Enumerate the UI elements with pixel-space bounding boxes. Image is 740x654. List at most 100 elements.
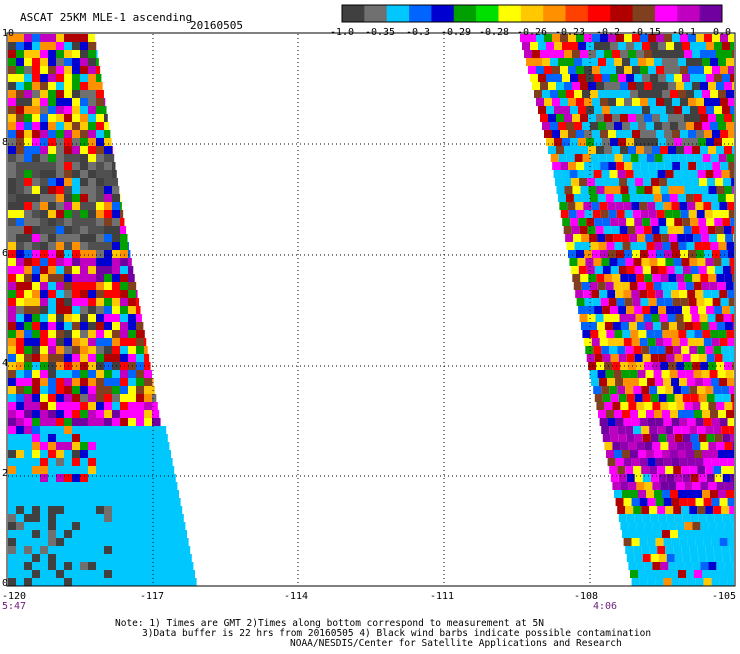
- swath-cell-east: [665, 346, 673, 354]
- swath-cell-west: [112, 322, 120, 330]
- swath-cell-east: [696, 34, 704, 42]
- swath-cell-west: [120, 498, 128, 506]
- swath-cell-west: [104, 386, 112, 394]
- swath-cell-east: [708, 274, 716, 282]
- swath-cell-east: [697, 426, 705, 434]
- swath-cell-east: [718, 450, 726, 458]
- swath-cell-west: [72, 162, 80, 170]
- swath-cell-east: [694, 194, 702, 202]
- swath-cell-west: [48, 98, 56, 106]
- swath-cell-west: [88, 146, 96, 154]
- swath-cell-west: [80, 122, 88, 130]
- swath-cell-west: [48, 410, 56, 418]
- swath-cell-west: [24, 370, 32, 378]
- swath-cell-east: [662, 530, 670, 538]
- swath-cell-west: [88, 346, 96, 354]
- swath-cell-west: [72, 34, 80, 42]
- swath-cell-east: [625, 298, 633, 306]
- swath-cell-east: [646, 122, 654, 130]
- swath-cell-east: [664, 162, 672, 170]
- swath-cell-west: [32, 122, 40, 130]
- swath-cell-west: [16, 490, 24, 498]
- swath-cell-west: [8, 186, 16, 194]
- swath-cell-west: [128, 578, 136, 586]
- swath-cell-east: [576, 250, 584, 258]
- swath-cell-west: [72, 490, 80, 498]
- swath-cell-east: [600, 338, 608, 346]
- swath-cell-west: [32, 466, 40, 474]
- swath-cell-east: [609, 386, 617, 394]
- swath-cell-east: [716, 482, 724, 490]
- swath-cell-west: [120, 426, 128, 434]
- swath-cell-east: [578, 170, 586, 178]
- swath-cell-east: [657, 506, 665, 514]
- swath-cell-east: [681, 546, 689, 554]
- swath-cell-west: [56, 306, 64, 314]
- swath-cell-east: [705, 506, 713, 514]
- swath-cell-east: [712, 130, 720, 138]
- swath-cell-west: [72, 178, 80, 186]
- swath-cell-east: [680, 418, 688, 426]
- swath-cell-east: [552, 66, 560, 74]
- swath-cell-east: [626, 138, 634, 146]
- swath-cell-west: [40, 346, 48, 354]
- swath-cell-west: [40, 330, 48, 338]
- swath-cell-east: [720, 130, 728, 138]
- swath-cell-east: [584, 98, 592, 106]
- swath-cell-east: [675, 394, 683, 402]
- swath-cell-west: [16, 242, 24, 250]
- swath-cell-east: [643, 394, 651, 402]
- swath-cell-east: [673, 298, 681, 306]
- swath-cell-west: [80, 114, 88, 122]
- swath-cell-west: [112, 426, 120, 434]
- swath-cell-east: [548, 50, 556, 58]
- swath-cell-west: [88, 410, 96, 418]
- swath-cell-west: [96, 330, 104, 338]
- swath-cell-east: [713, 210, 721, 218]
- swath-cell-west: [104, 234, 112, 242]
- swath-cell-west: [88, 234, 96, 242]
- swath-cell-east: [678, 410, 686, 418]
- swath-cell-east: [587, 266, 595, 274]
- swath-cell-west: [40, 538, 48, 546]
- swath-cell-east: [713, 298, 721, 306]
- swath-cell-west: [112, 442, 120, 450]
- swath-cell-west: [184, 546, 190, 554]
- swath-cell-west: [56, 418, 64, 426]
- swath-cell-east: [688, 98, 696, 106]
- swath-cell-east: [642, 306, 650, 314]
- swath-cell-east: [601, 258, 609, 266]
- swath-cell-west: [88, 474, 96, 482]
- swath-cell-east: [591, 290, 599, 298]
- swath-cell-west: [24, 458, 32, 466]
- swath-cell-east: [728, 162, 734, 170]
- swath-cell-east: [732, 442, 734, 450]
- swath-cell-west: [16, 530, 24, 538]
- swath-cell-east: [645, 322, 653, 330]
- swath-cell-west: [8, 562, 16, 570]
- swath-cell-east: [602, 42, 610, 50]
- swath-cell-east: [633, 258, 641, 266]
- swath-cell-east: [552, 98, 560, 106]
- swath-cell-east: [649, 210, 657, 218]
- swath-cell-east: [711, 242, 719, 250]
- swath-cell-west: [24, 98, 32, 106]
- swath-cell-east: [713, 346, 721, 354]
- swath-cell-west: [96, 562, 104, 570]
- swath-cell-west: [128, 458, 136, 466]
- swath-cell-west: [64, 498, 72, 506]
- swath-cell-west: [192, 562, 193, 570]
- swath-cell-east: [686, 330, 694, 338]
- swath-cell-west: [32, 50, 40, 58]
- swath-cell-west: [168, 474, 176, 482]
- swath-cell-west: [56, 186, 64, 194]
- swath-cell-west: [104, 226, 112, 234]
- swath-cell-west: [24, 402, 32, 410]
- swath-cell-west: [40, 314, 48, 322]
- swath-cell-west: [160, 522, 168, 530]
- swath-cell-east: [705, 466, 713, 474]
- swath-cell-east: [670, 90, 678, 98]
- swath-cell-west: [64, 234, 72, 242]
- swath-cell-east: [647, 242, 655, 250]
- swath-cell-west: [56, 530, 64, 538]
